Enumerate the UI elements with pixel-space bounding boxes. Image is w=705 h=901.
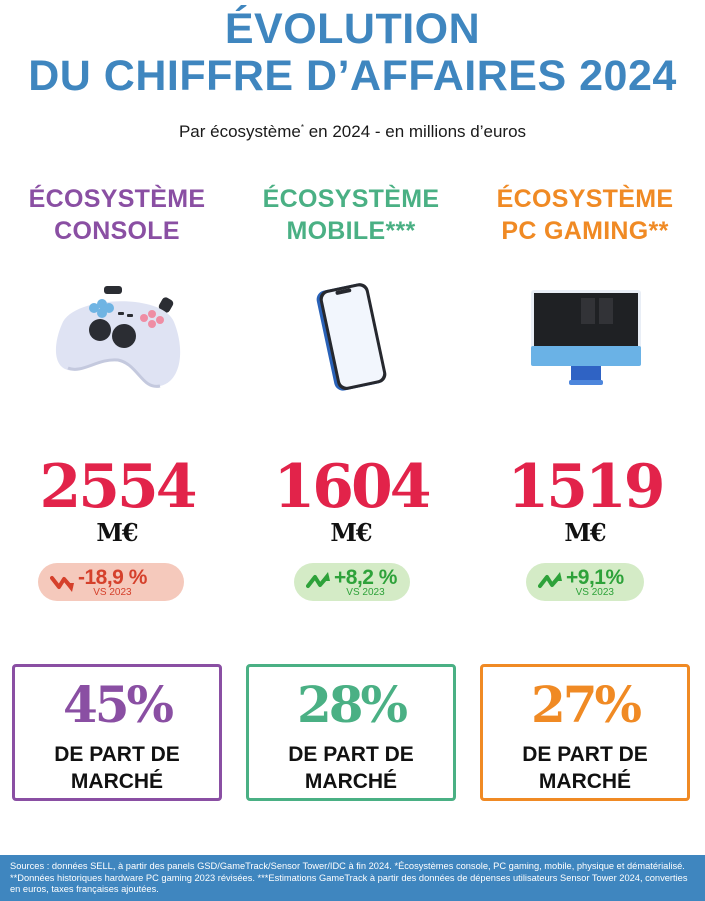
market-share-box: 28% DE PART DE MARCHÉ: [246, 664, 456, 801]
ecosystem-pc-gaming: ÉCOSYSTÈME PC GAMING** 1519 M€ +9,1% VS …: [468, 0, 702, 840]
revenue-unit: M€: [564, 518, 606, 547]
ecosystem-heading-line1: ÉCOSYSTÈME: [496, 185, 674, 213]
smartphone-icon: [234, 282, 468, 402]
market-share-label: DE PART DE MARCHÉ: [249, 741, 453, 795]
subtitle-prefix: Par écosystème: [178, 122, 301, 141]
revenue-unit: M€: [330, 518, 372, 547]
gamepad-icon: [0, 282, 234, 402]
change-comparison: VS 2023: [346, 586, 385, 598]
sources-footer: Sources : données SELL, à partir des pan…: [0, 855, 705, 901]
change-percent: +8,2 %: [334, 565, 397, 589]
market-share-label-line2: MARCHÉ: [304, 770, 398, 793]
market-share-box: 45% DE PART DE MARCHÉ: [12, 664, 222, 801]
market-share-label: DE PART DE MARCHÉ: [15, 741, 219, 795]
market-share-label-line1: DE PART DE: [288, 743, 414, 766]
ecosystem-heading-line1: ÉCOSYSTÈME: [262, 185, 440, 213]
change-badge: +9,1% VS 2023: [526, 563, 644, 601]
trend-up-icon: [538, 572, 562, 588]
market-share-percent: 45%: [62, 675, 174, 734]
market-share-label-line2: MARCHÉ: [70, 770, 164, 793]
revenue-unit: M€: [96, 518, 138, 547]
ecosystem-heading-line2: MOBILE***: [286, 217, 416, 245]
trend-down-icon: [50, 576, 74, 592]
change-percent: -18,9 %: [78, 565, 147, 589]
change-percent: +9,1%: [566, 565, 624, 589]
ecosystem-mobile: ÉCOSYSTÈME MOBILE*** 1604 M€ +8,2 % VS 2…: [234, 0, 468, 840]
revenue-amount: 1519: [507, 452, 666, 522]
market-share-percent: 28%: [296, 675, 408, 734]
market-share-label-line1: DE PART DE: [54, 743, 180, 766]
market-share-box: 27% DE PART DE MARCHÉ: [480, 664, 690, 801]
market-share-label-line1: DE PART DE: [522, 743, 648, 766]
change-badge: -18,9 % VS 2023: [38, 563, 184, 601]
title-line-1: ÉVOLUTION: [224, 5, 481, 53]
change-comparison: VS 2023: [575, 586, 614, 598]
market-share-label-line2: MARCHÉ: [538, 770, 632, 793]
subtitle: Par écosystème* en 2024 - en millions d’…: [0, 122, 705, 142]
ecosystem-heading: ÉCOSYSTÈME CONSOLE: [0, 183, 234, 247]
change-badge: +8,2 % VS 2023: [294, 563, 410, 601]
revenue-amount: 1604: [273, 452, 432, 522]
ecosystem-heading: ÉCOSYSTÈME PC GAMING**: [468, 183, 702, 247]
change-comparison: VS 2023: [93, 586, 132, 598]
revenue-amount: 2554: [39, 452, 198, 522]
subtitle-footnote-mark: *: [300, 123, 304, 132]
ecosystem-heading: ÉCOSYSTÈME MOBILE***: [234, 183, 468, 247]
subtitle-suffix: en 2024 - en millions d’euros: [303, 122, 527, 141]
title-line-2: DU CHIFFRE D’AFFAIRES 2024: [28, 52, 677, 100]
market-share-label: DE PART DE MARCHÉ: [483, 741, 687, 795]
ecosystem-heading-line2: CONSOLE: [54, 217, 180, 245]
trend-up-icon: [306, 572, 330, 588]
ecosystem-heading-line2: PC GAMING**: [501, 217, 669, 245]
ecosystem-heading-line1: ÉCOSYSTÈME: [28, 185, 206, 213]
ecosystem-console: ÉCOSYSTÈME CONSOLE 2554 M€: [0, 0, 234, 840]
monitor-icon: [468, 282, 702, 402]
market-share-percent: 27%: [530, 675, 642, 734]
